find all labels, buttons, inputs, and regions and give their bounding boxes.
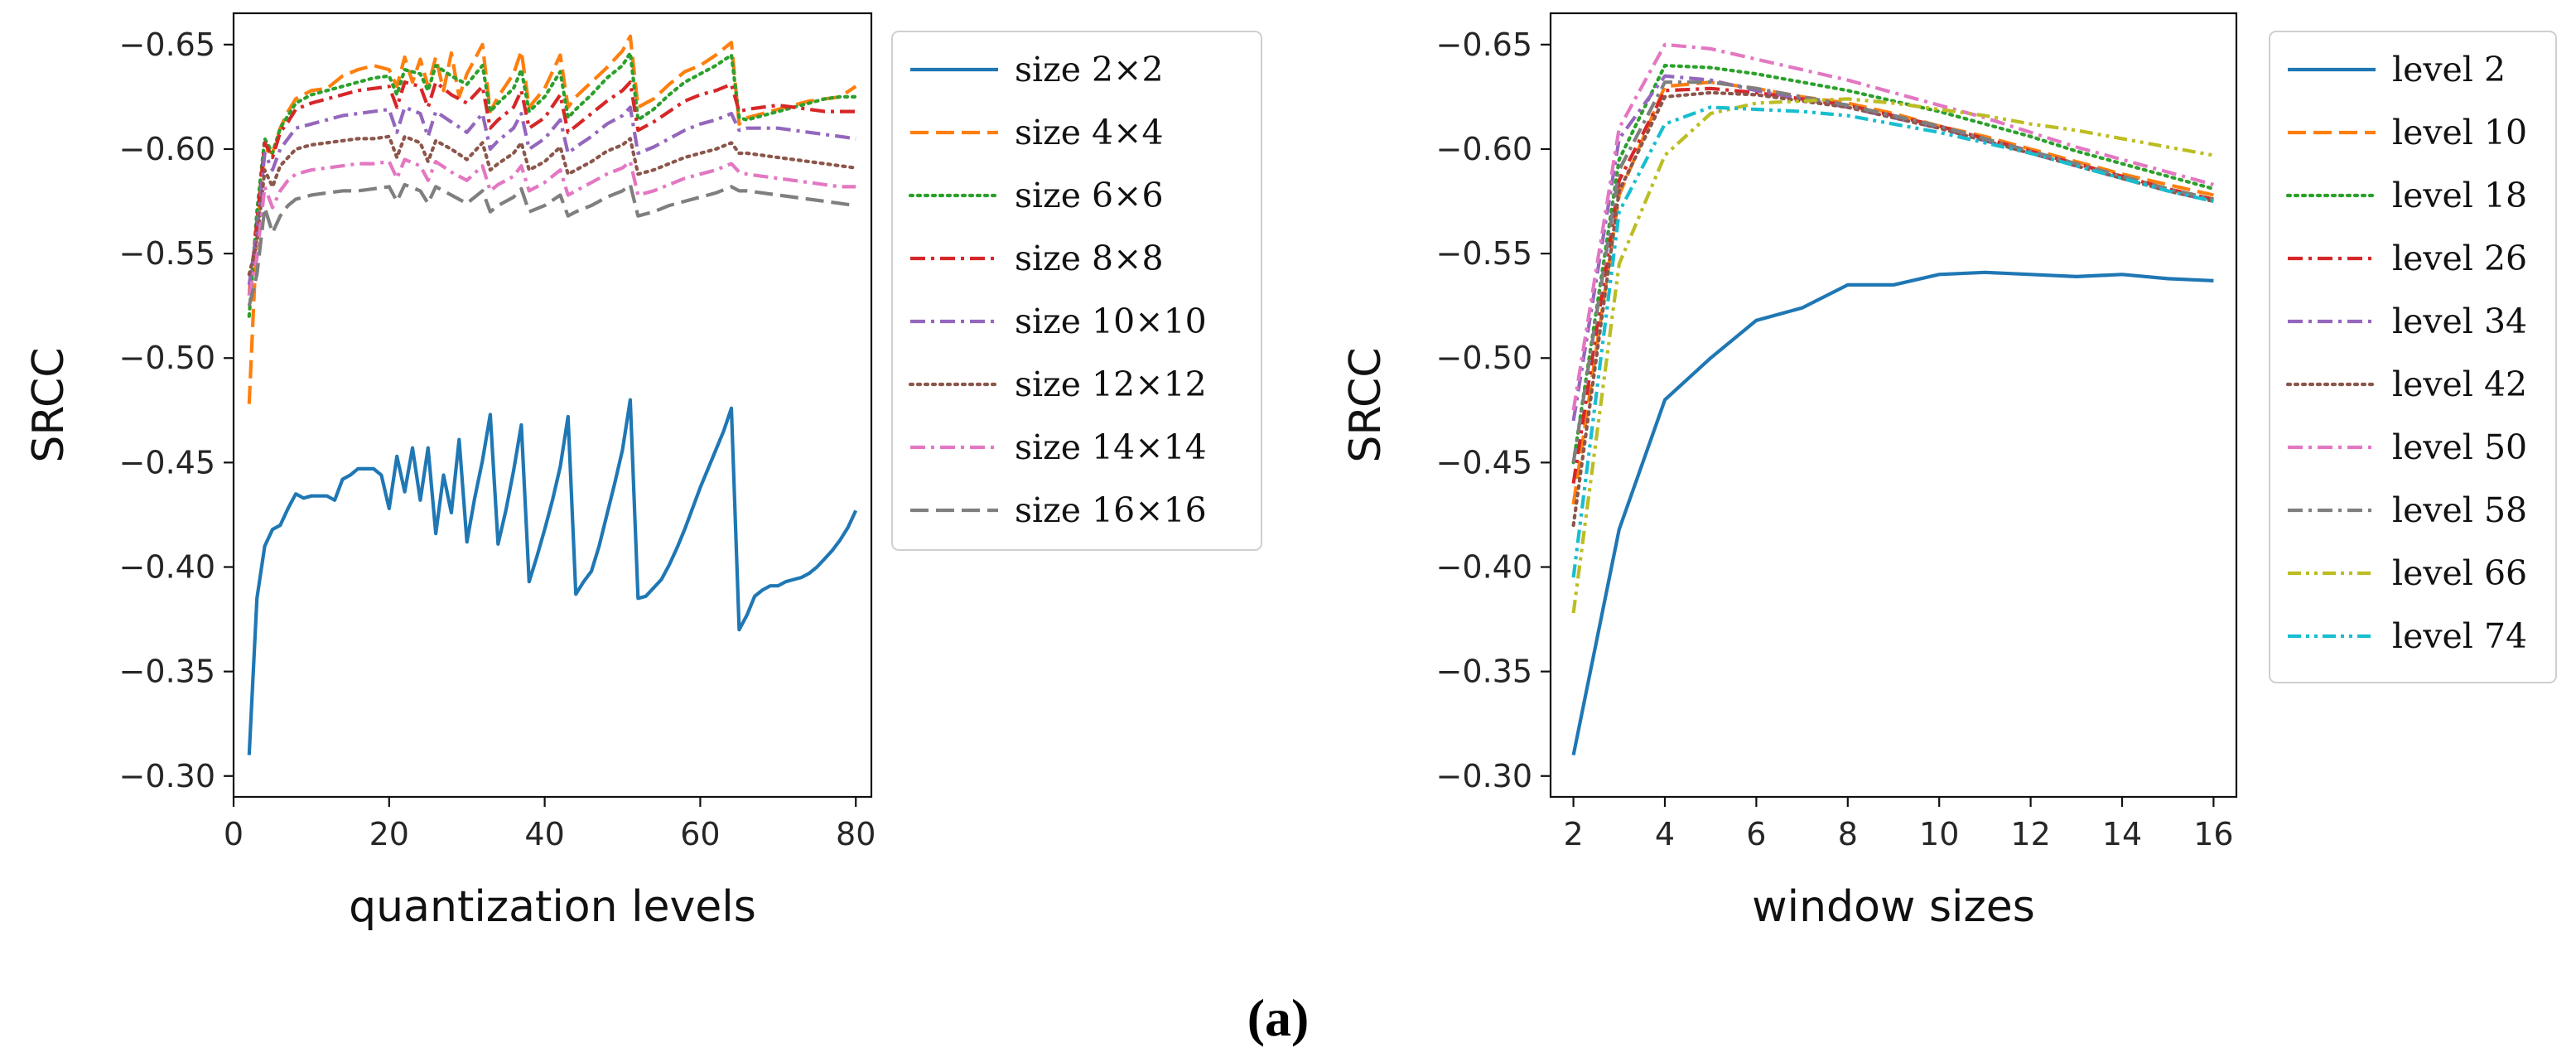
legend: level 2 level 10 level 18 level 26 level 34 l… [2269, 31, 2557, 683]
x-tick-label: 0 [224, 816, 244, 852]
y-tick-label: −0.40 [1436, 549, 1532, 586]
series-group [1571, 42, 2216, 755]
legend-entry-label: level 42 [2392, 364, 2527, 404]
series-line-3 [247, 51, 858, 318]
series-line-7 [247, 157, 856, 297]
legend-entry-label: size 4×4 [1015, 113, 1164, 152]
y-tick-label: −0.50 [119, 340, 215, 376]
series-line-2 [247, 34, 857, 404]
x-tick-label: 40 [524, 816, 564, 852]
chart-quantization-levels: 0 20 40 60 80 −0.30 −0.35 −0.40 −0.45 −0.50 −0.55 −… [24, 12, 1262, 932]
y-axis-label: SRCC [1341, 347, 1391, 462]
series-line-6 [1571, 90, 2216, 528]
y-tick-label: −0.45 [1436, 444, 1532, 480]
y-tick-label: −0.60 [1436, 131, 1532, 167]
series-line-9 [1571, 97, 2214, 614]
x-tick-label: 14 [2102, 816, 2142, 852]
legend-entry-label: level 26 [2392, 239, 2527, 278]
y-tick-label: −0.60 [119, 131, 215, 167]
x-tick-label: 16 [2193, 816, 2233, 852]
legend-entry-label: size 6×6 [1015, 176, 1164, 215]
y-tick-label: −0.65 [119, 27, 215, 63]
figure-caption: (a) [1247, 988, 1310, 1047]
y-tick-label: −0.30 [119, 758, 215, 794]
legend-entry-label: level 50 [2392, 427, 2527, 467]
y-tick-label: −0.55 [1436, 235, 1532, 272]
x-tick-label: 12 [2010, 816, 2050, 852]
series-line-3 [1571, 63, 2216, 465]
x-tick-label: 80 [836, 816, 876, 852]
x-tick-label: 6 [1746, 816, 1766, 852]
y-tick-label: −0.35 [1436, 654, 1532, 690]
x-tick-label: 2 [1564, 816, 1584, 852]
y-tick-label: −0.45 [119, 444, 215, 480]
legend-entry-label: level 10 [2392, 113, 2527, 152]
legend-entry-label: level 34 [2392, 302, 2527, 341]
legend-entry-label: level 18 [2392, 176, 2527, 215]
series-group [247, 34, 858, 755]
series-line-8 [1571, 80, 2214, 463]
y-axis-label: SRCC [24, 347, 74, 462]
series-line-4 [247, 80, 856, 296]
legend: size 2×2 size 4×4 size 6×6 size 8×8 size 10×… [891, 31, 1262, 551]
legend-entry-label: size 2×2 [1015, 50, 1164, 89]
series-line-1 [247, 398, 858, 755]
y-tick-label: −0.55 [119, 235, 215, 272]
legend-entry-label: size 16×16 [1015, 490, 1207, 530]
legend-entry-label: level 2 [2392, 50, 2506, 89]
chart-window-sizes: 2 4 6 8 10 12 14 16 −0.30 −0.35 −0.40 −0.45 −0.50 −0.… [1341, 12, 2557, 932]
series-line-10 [1571, 105, 2214, 578]
x-tick-label: 4 [1655, 816, 1675, 852]
plot-frame [232, 12, 873, 799]
y-tick-label: −0.65 [1436, 27, 1532, 63]
legend-box [891, 31, 1262, 551]
legend-entry-label: size 8×8 [1015, 239, 1164, 278]
series-line-1 [1571, 270, 2214, 755]
y-tick-label: −0.40 [119, 549, 215, 586]
y-tick-label: −0.30 [1436, 758, 1532, 794]
series-line-6 [247, 134, 858, 277]
legend-entry-label: size 12×12 [1015, 364, 1207, 404]
x-axis-label: quantization levels [349, 882, 756, 932]
y-tick-label: −0.50 [1436, 340, 1532, 376]
series-line-5 [1571, 74, 2214, 422]
x-tick-label: 10 [1919, 816, 1959, 852]
series-line-8 [247, 182, 856, 306]
series-line-5 [247, 105, 856, 286]
legend-entry-label: size 10×10 [1015, 302, 1207, 341]
legend-entry-label: size 14×14 [1015, 427, 1207, 467]
x-tick-label: 8 [1838, 816, 1858, 852]
y-tick-label: −0.35 [119, 654, 215, 690]
legend-entry-label: level 58 [2392, 490, 2527, 530]
x-tick-label: 60 [680, 816, 720, 852]
legend-entry-label: level 74 [2392, 616, 2527, 656]
plot-frame [1549, 12, 2238, 799]
x-tick-label: 20 [369, 816, 409, 852]
legend-entry-label: level 66 [2392, 553, 2527, 593]
series-line-7 [1571, 42, 2214, 411]
x-axis-label: window sizes [1752, 882, 2035, 932]
series-line-2 [1571, 80, 2214, 505]
